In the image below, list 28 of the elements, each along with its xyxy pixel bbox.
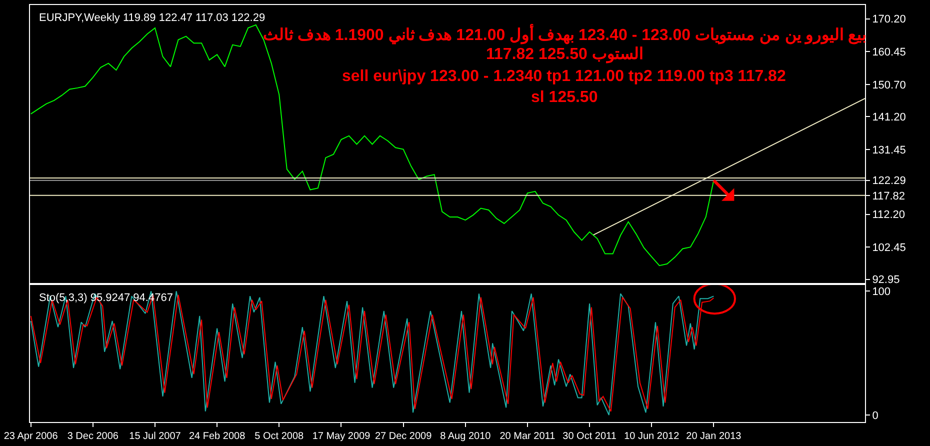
y-tick-label: 131.45 <box>872 144 906 156</box>
y-tick-label: 92.95 <box>872 274 900 286</box>
x-tick-label: 10 Jun 2012 <box>624 431 680 442</box>
x-tick-label: 20 Jan 2013 <box>686 431 742 442</box>
y-tick-label: 170.20 <box>872 14 906 26</box>
x-tick-label: 23 Apr 2006 <box>4 431 58 442</box>
annotation: sl 125.50 <box>531 89 598 106</box>
text: EURJPY,Weekly 119.89 122.47 117.03 122.29 <box>39 12 266 24</box>
x-tick-label: 30 Oct 2011 <box>562 431 617 442</box>
y-tick-label: 141.20 <box>872 111 906 124</box>
y-tick-label: 122.29 <box>872 175 906 188</box>
y-tick-label: 150.70 <box>872 79 906 92</box>
x-tick-label: 5 Oct 2008 <box>254 431 304 442</box>
y-tick-label: 160.45 <box>872 46 906 59</box>
y-tick-label: 112.20 <box>872 209 906 222</box>
x-tick-label: 15 Jul 2007 <box>129 431 182 442</box>
annotation: 117.82 الستوب 125.50 <box>486 46 643 64</box>
y-tick-label: 0 <box>872 410 878 422</box>
annotation: sell eur\jpy 123.00 - 1.2340 tp1 121.00 tp2 119.00 tp3 117.82 <box>342 68 786 85</box>
y-tick-label: 117.82 <box>872 190 906 202</box>
x-tick-label: 27 Dec 2009 <box>374 431 432 442</box>
y-tick-label: 100 <box>872 286 891 298</box>
x-tick-label: 24 Feb 2008 <box>188 431 246 442</box>
x-tick-label: 17 May 2009 <box>312 431 371 442</box>
x-tick-label: 20 Mar 2011 <box>500 431 556 442</box>
y-tick-label: 102.45 <box>872 242 906 254</box>
x-tick-label: 3 Dec 2006 <box>67 431 119 442</box>
x-tick-label: 8 Aug 2010 <box>440 431 492 442</box>
